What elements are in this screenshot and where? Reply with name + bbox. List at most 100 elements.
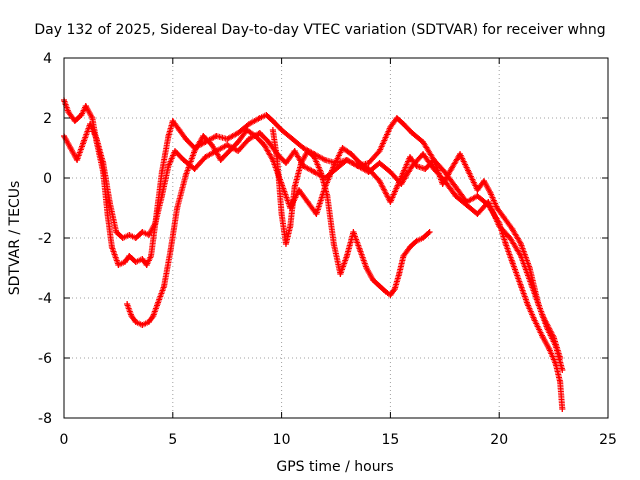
- data-point: [487, 190, 494, 196]
- data-point: [235, 130, 242, 136]
- data-point: [356, 160, 363, 166]
- data-point: [298, 160, 305, 166]
- data-point: [158, 193, 165, 199]
- data-point: [500, 214, 507, 220]
- data-point: [182, 172, 189, 178]
- data-point: [348, 151, 355, 157]
- data-point: [208, 142, 215, 148]
- data-point: [557, 379, 564, 385]
- data-point: [350, 229, 357, 235]
- data-point: [202, 154, 209, 160]
- data-point: [245, 136, 252, 142]
- data-point: [311, 169, 318, 175]
- data-point: [422, 166, 429, 172]
- data-point: [539, 334, 546, 340]
- data-point: [261, 142, 268, 148]
- data-point: [494, 205, 501, 211]
- data-point: [400, 121, 407, 127]
- data-point: [317, 169, 324, 175]
- data-point: [113, 229, 120, 235]
- data-point: [546, 346, 553, 352]
- y-tick-label: 0: [43, 171, 52, 187]
- data-point: [121, 259, 128, 265]
- data-point: [252, 133, 259, 139]
- data-point: [139, 256, 146, 262]
- data-point: [174, 205, 181, 211]
- data-point: [180, 157, 187, 163]
- data-point: [376, 283, 383, 289]
- data-point: [304, 148, 311, 154]
- data-point: [226, 148, 233, 154]
- data-point: [387, 169, 394, 175]
- data-point: [115, 262, 122, 268]
- data-point: [559, 406, 566, 412]
- data-point: [124, 301, 131, 307]
- x-tick-label: 20: [490, 432, 508, 448]
- data-point: [311, 154, 318, 160]
- data-point: [400, 253, 407, 259]
- data-point: [406, 154, 413, 160]
- data-point: [313, 211, 320, 217]
- data-point: [71, 118, 78, 124]
- data-point: [128, 313, 135, 319]
- data-point: [531, 316, 538, 322]
- data-point: [391, 286, 398, 292]
- data-point: [365, 160, 372, 166]
- data-point: [552, 343, 559, 349]
- data-point: [82, 103, 89, 109]
- y-tick-label: 2: [43, 111, 52, 127]
- data-point: [383, 289, 390, 295]
- data-point: [150, 313, 157, 319]
- data-point: [535, 301, 542, 307]
- data-point: [330, 241, 337, 247]
- data-point: [509, 259, 516, 265]
- data-point: [224, 136, 231, 142]
- data-point: [263, 112, 270, 118]
- data-point: [507, 235, 514, 241]
- data-point: [420, 235, 427, 241]
- data-point: [139, 322, 146, 328]
- plot-frame: [63, 57, 609, 419]
- y-axis-label: SDTVAR / TECUs: [7, 181, 23, 296]
- data-point: [474, 193, 481, 199]
- data-point: [158, 169, 165, 175]
- data-series: [61, 97, 566, 412]
- data-point: [387, 199, 394, 205]
- data-point: [132, 259, 139, 265]
- data-point: [200, 133, 207, 139]
- data-point: [191, 148, 198, 154]
- data-point: [235, 139, 242, 145]
- data-point: [104, 211, 111, 217]
- data-point: [269, 118, 276, 124]
- data-point: [452, 193, 459, 199]
- data-point: [278, 211, 285, 217]
- data-point: [406, 244, 413, 250]
- data-point: [165, 163, 172, 169]
- data-point: [559, 367, 566, 373]
- data-point: [393, 184, 400, 190]
- data-point: [356, 247, 363, 253]
- data-point: [217, 157, 224, 163]
- data-point: [148, 253, 155, 259]
- data-point: [376, 178, 383, 184]
- data-point: [457, 151, 464, 157]
- data-point: [282, 241, 289, 247]
- y-tick-label: -2: [38, 231, 52, 247]
- series-track-3: [124, 127, 566, 373]
- data-point: [291, 184, 298, 190]
- data-point: [235, 148, 242, 154]
- data-point: [145, 319, 152, 325]
- data-point: [463, 202, 470, 208]
- data-point: [167, 247, 174, 253]
- data-point: [269, 127, 276, 133]
- data-point: [143, 262, 150, 268]
- series-track-4: [269, 127, 433, 298]
- data-point: [100, 160, 107, 166]
- data-point: [465, 169, 472, 175]
- data-point: [304, 199, 311, 205]
- data-point: [139, 229, 146, 235]
- data-point: [322, 157, 329, 163]
- data-point: [291, 148, 298, 154]
- data-point: [132, 319, 139, 325]
- data-point: [502, 241, 509, 247]
